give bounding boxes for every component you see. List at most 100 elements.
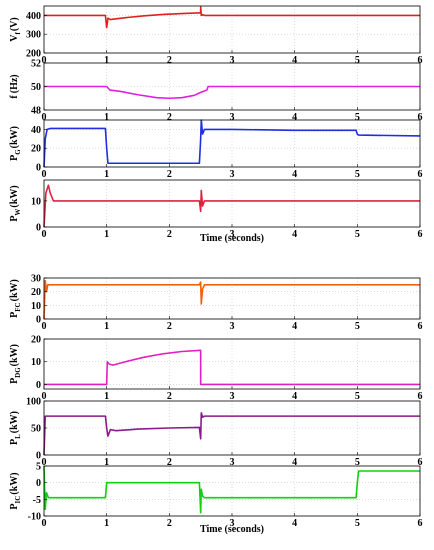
y-tick-label: -5 <box>33 495 41 506</box>
y-axis-label-sub: FC <box>14 302 22 311</box>
y-tick-label: 5 <box>36 462 41 473</box>
y-tick-label: 50 <box>31 82 41 93</box>
y-axis-label-unit: (V) <box>9 17 20 31</box>
x-tick-label: 2 <box>167 229 172 240</box>
y-axis-label-sub: f <box>14 32 22 35</box>
x-tick-label: 5 <box>355 457 360 468</box>
y-tick-label: 30 <box>31 274 41 285</box>
y-axis-label-unit: (kW) <box>9 126 20 148</box>
x-tick-label: 3 <box>230 321 235 332</box>
x-tick-label: 3 <box>230 518 235 529</box>
x-tick-label: 4 <box>292 391 297 402</box>
x-tick-label: 2 <box>167 321 172 332</box>
chart-panel-8: 0 1 2 3 4 5 6 -10 -5 0 5 PIC (kW) Time (seconds) <box>9 462 423 536</box>
x-tick-label: 3 <box>230 391 235 402</box>
y-tick-label: 20 <box>31 335 41 346</box>
y-axis-label-sub: L <box>14 434 22 439</box>
y-tick-label: 10 <box>31 196 41 207</box>
y-axis-label-unit: (kW) <box>9 344 20 366</box>
x-tick-label: 5 <box>355 518 360 529</box>
x-tick-label: 3 <box>230 229 235 240</box>
y-tick-label: 0 <box>36 478 41 489</box>
x-tick-label: 4 <box>292 457 297 468</box>
y-tick-label: 20 <box>31 287 41 298</box>
x-tick-label: 4 <box>292 229 297 240</box>
x-tick-label: 1 <box>104 321 109 332</box>
y-axis-label: PW (kW) <box>9 185 22 221</box>
chart-panel-3: 0 1 2 3 4 5 6 0 20 40 PG(kW) <box>9 119 423 180</box>
series-line-1 <box>43 412 420 456</box>
y-tick-label: 100 <box>26 397 41 408</box>
y-axis-label-main: P <box>9 503 20 509</box>
x-tick-label: 5 <box>355 169 360 180</box>
x-tick-label: 0 <box>42 112 47 123</box>
y-axis-label-main: f <box>9 95 20 99</box>
y-axis-label-main: P <box>9 155 20 161</box>
y-tick-label: 10 <box>31 357 41 368</box>
y-axis-label: PG(kW) <box>9 126 22 161</box>
y-axis-label: Vf(V) <box>9 17 22 41</box>
y-tick-label: 10 <box>31 301 41 312</box>
x-tick-label: 3 <box>230 112 235 123</box>
chart-panel-1: 0 1 2 3 4 5 6 200 300 400 Vf(V) <box>9 5 423 66</box>
x-tick-label: 6 <box>418 229 423 240</box>
x-tick-label: 2 <box>167 518 172 529</box>
y-tick-label: 0 <box>36 451 41 462</box>
x-tick-label: 1 <box>104 229 109 240</box>
chart-panel-7: 0 1 2 3 4 5 6 0 50 100 PL(kW) <box>9 397 423 469</box>
y-tick-label: 0 <box>36 315 41 326</box>
x-tick-label: 1 <box>104 55 109 66</box>
chart-panel-2: 0 1 2 3 4 5 6 48 50 52 f (Hz) <box>9 59 423 124</box>
y-axis-label: f (Hz) <box>9 74 20 98</box>
series-line-1 <box>43 184 420 228</box>
x-tick-label: 2 <box>167 55 172 66</box>
x-tick-label: 2 <box>167 112 172 123</box>
y-tick-label: 50 <box>31 424 41 435</box>
x-tick-label: 6 <box>418 321 423 332</box>
x-tick-label: 5 <box>355 112 360 123</box>
chart-panel-6: 0 1 2 3 4 5 6 0 10 20 PDG(kW) <box>9 335 423 403</box>
y-axis-label: PDG(kW) <box>9 344 22 384</box>
chart-panel-4: 0 1 2 3 4 5 6 0 10 PW (kW) Time (seconds) <box>9 179 423 244</box>
y-tick-label: 20 <box>31 144 41 155</box>
y-tick-label: 48 <box>31 106 41 117</box>
y-tick-label: 200 <box>26 49 41 60</box>
y-axis-label-unit: (kW) <box>9 411 20 433</box>
y-axis-label-main: V <box>9 34 20 42</box>
x-tick-label: 3 <box>230 55 235 66</box>
x-tick-label: 0 <box>42 518 47 529</box>
x-tick-label: 0 <box>42 457 47 468</box>
y-axis-label-unit: (kW) <box>9 279 20 301</box>
y-axis-label: PIC (kW) <box>9 472 22 509</box>
y-tick-label: 0 <box>36 163 41 174</box>
x-tick-label: 4 <box>292 518 297 529</box>
y-tick-label: 400 <box>26 11 41 22</box>
x-tick-label: 6 <box>418 391 423 402</box>
x-tick-label: 5 <box>355 55 360 66</box>
y-tick-label: -10 <box>28 512 41 523</box>
y-axis-label-main: P <box>9 378 20 384</box>
x-tick-label: 1 <box>104 457 109 468</box>
y-tick-label: 300 <box>26 30 41 41</box>
x-tick-label: 1 <box>104 112 109 123</box>
series-line-1 <box>43 279 420 320</box>
x-tick-label: 3 <box>230 457 235 468</box>
x-tick-label: 6 <box>418 169 423 180</box>
y-tick-label: 52 <box>31 59 41 70</box>
x-tick-label: 0 <box>42 229 47 240</box>
y-axis-label: PFC(kW) <box>9 279 22 318</box>
x-axis-label: Time (seconds) <box>200 233 264 244</box>
x-tick-label: 2 <box>167 457 172 468</box>
x-tick-label: 0 <box>42 55 47 66</box>
x-tick-label: 4 <box>292 112 297 123</box>
y-axis-label-main: P <box>9 216 20 222</box>
series-line-1 <box>44 6 420 29</box>
x-tick-label: 5 <box>355 229 360 240</box>
y-axis-label-sub: DG <box>14 367 22 378</box>
series-line-1 <box>43 465 420 514</box>
series-line-1 <box>44 349 420 386</box>
x-tick-label: 3 <box>230 169 235 180</box>
y-axis-label-main: P <box>9 312 20 318</box>
